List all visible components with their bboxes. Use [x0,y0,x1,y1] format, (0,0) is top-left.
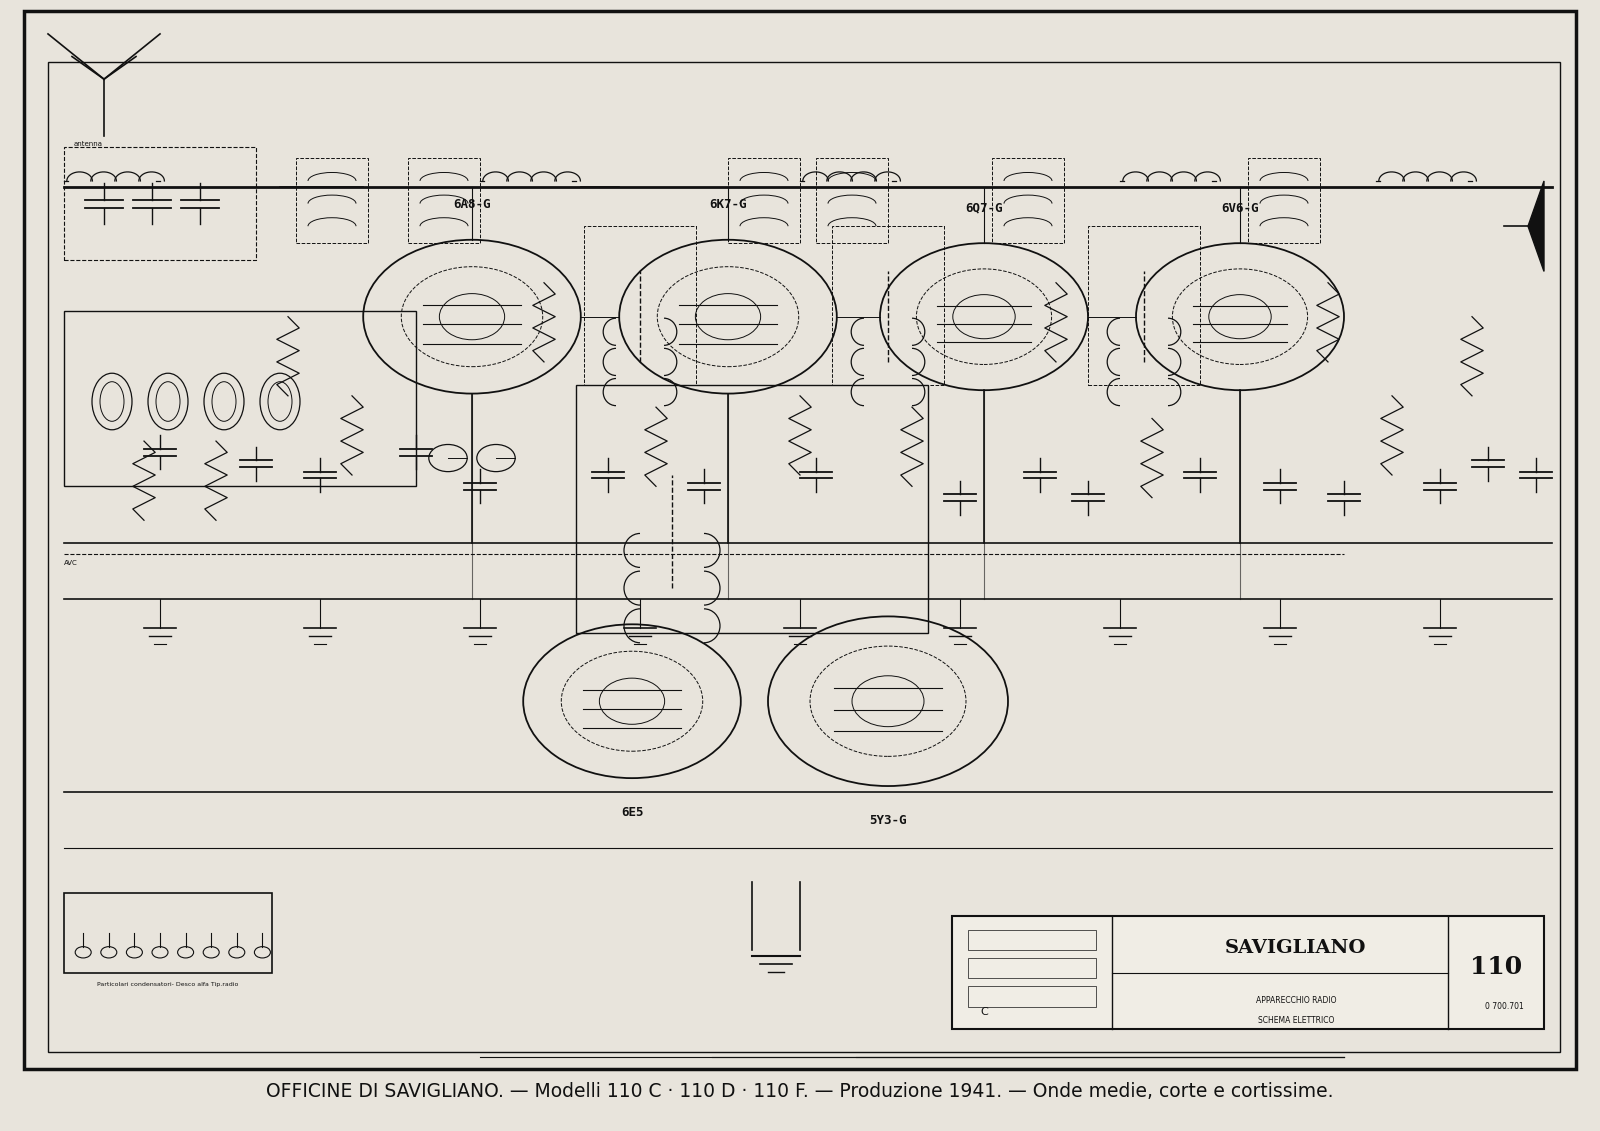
Text: APPARECCHIO RADIO: APPARECCHIO RADIO [1256,996,1336,1005]
Text: 110: 110 [1470,955,1522,979]
Text: C: C [981,1008,987,1017]
Text: 6Q7-G: 6Q7-G [965,202,1003,215]
Text: 5Y3-G: 5Y3-G [869,814,907,827]
Polygon shape [1528,181,1544,271]
Text: 6V6-G: 6V6-G [1221,202,1259,215]
FancyBboxPatch shape [952,916,1544,1029]
Text: OFFICINE DI SAVIGLIANO. — Modelli 110 C · 110 D · 110 F. — Produzione 1941. — On: OFFICINE DI SAVIGLIANO. — Modelli 110 C … [266,1082,1334,1100]
Text: 6A8-G: 6A8-G [453,199,491,211]
Text: SCHEMA ELETTRICO: SCHEMA ELETTRICO [1258,1016,1334,1025]
Text: SAVIGLIANO: SAVIGLIANO [1226,939,1366,957]
Text: 6K7-G: 6K7-G [709,199,747,211]
Text: AVC: AVC [64,560,78,566]
Text: Particolari condensatori- Desco alfa Tip.radio: Particolari condensatori- Desco alfa Tip… [98,982,238,986]
Text: 0 700.701: 0 700.701 [1485,1002,1523,1011]
Text: 6E5: 6E5 [621,806,643,819]
Text: antenna: antenna [74,141,102,147]
